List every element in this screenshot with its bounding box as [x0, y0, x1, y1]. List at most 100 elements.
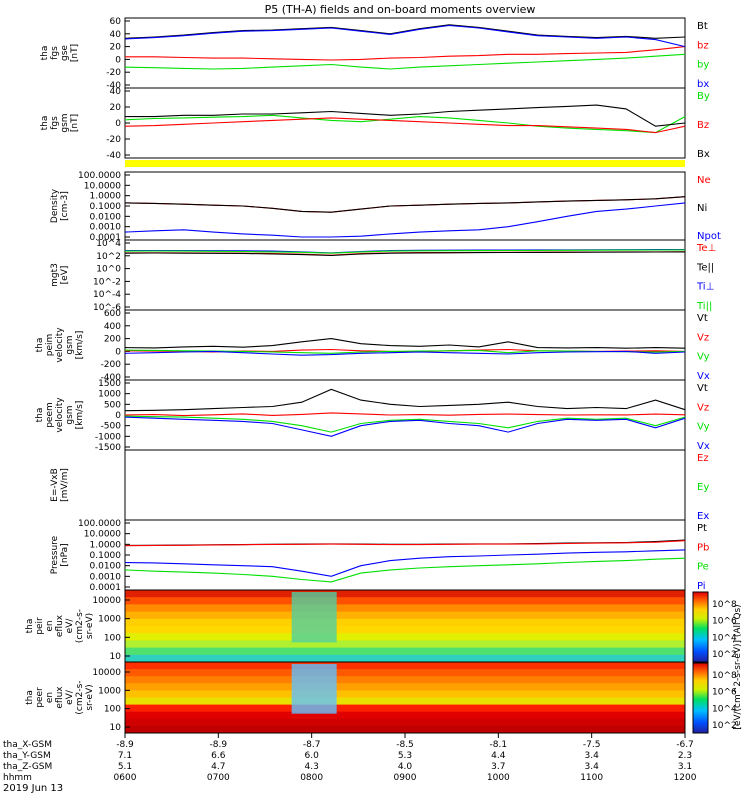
ytick-pressure: 0.0010 [90, 572, 122, 582]
ylabel-pressure-0: Pressure [50, 535, 60, 574]
legend-peim_velocity-3: Vx [697, 371, 710, 382]
ytick-pressure: 1.0000 [90, 540, 122, 550]
legend-peim_velocity-1: Vz [697, 332, 709, 343]
ylabel-efield-1: [mV/m] [60, 468, 70, 502]
series-peim_velocity-0 [124, 338, 686, 349]
legend-fgs_gse-1: bz [697, 40, 709, 51]
ytick-fgs_gsm: 0 [115, 119, 121, 129]
ylabel-peer_en_eflux-4: eV/ [65, 689, 75, 705]
spectrogram-band [125, 690, 685, 698]
legend-density-0: Ne [697, 175, 711, 186]
xtick-hhmm: 0600 [114, 773, 137, 783]
series-peem_velocity-1 [124, 412, 686, 417]
ylabel-peir_en_eflux-0: tha [25, 619, 35, 634]
colorbar-ion-label: [eV/(cm^2-s-sr-eV)] (All Qs) [733, 604, 743, 729]
xtick-hhmm: 0900 [394, 773, 417, 783]
spectrogram-patch [291, 664, 337, 714]
ylabel-fgs_gsm-1: fgs [50, 116, 60, 130]
legend-efield-2: Ex [697, 511, 709, 522]
xtick-tha_Y-GSM: 3.4 [585, 751, 600, 761]
ylabel-fgs_gse-2: gse [60, 45, 70, 61]
ytick-density: 1.0000 [90, 192, 122, 202]
panel-density: Density [cm-3] 100.000010.00001.00000.1000… [50, 171, 721, 243]
legend-peem_velocity-3: Vx [697, 441, 710, 452]
ytick-pressure: 0.0100 [90, 562, 122, 572]
ytick-mom_t3: 10^2 [96, 252, 121, 262]
ytick-mom_t3: 10^-2 [93, 277, 121, 287]
xaxis-rowname: hhmm [3, 773, 32, 783]
ytick-peim_velocity: -400 [101, 373, 122, 383]
ylabel-efield-0: E=-VxB [50, 468, 60, 502]
legend-fgs_gsm-1: Bz [697, 120, 709, 131]
colorbar-ion-tick: 10^6 [712, 617, 737, 627]
ytick-fgs_gsm: -40 [106, 151, 121, 161]
colorbar-ion-bar [692, 591, 709, 663]
series-density-1 [124, 196, 686, 213]
ytick-fgs_gsm: 20 [110, 103, 122, 113]
series-density-2 [124, 202, 686, 238]
xtick-tha_Z-GSM: 3.4 [585, 762, 600, 772]
ylabel-peim_velocity-4: [km/s] [75, 331, 85, 360]
legend-peem_velocity-1: Vz [697, 402, 709, 413]
colorbar-ion-tick: 10^4 [712, 633, 737, 643]
ylabel-mom_t3-0: mgt3 [50, 263, 60, 287]
ylabel-fgs_gsm-0: tha [40, 116, 50, 131]
spectrogram-band [125, 654, 685, 663]
xtick-hhmm: 1100 [580, 773, 603, 783]
spectrogram-band [125, 633, 685, 641]
colorbar-electron: 10^8 10^6 10^4 10^2 [692, 662, 737, 734]
figure-title: P5 (TH-A) fields and on-board moments ov… [265, 3, 536, 16]
ytick-mom_t3: 10^-4 [93, 290, 121, 300]
ytick-peem_velocity: 0 [115, 411, 121, 421]
spectrogram-band [125, 597, 685, 605]
ytick-peim_velocity: 0 [115, 347, 121, 357]
ytick-peer_en_eflux: 1000 [98, 686, 121, 696]
ylabel-peim_velocity-0: tha [35, 338, 45, 353]
xtick-tha_Y-GSM: 5.3 [398, 751, 412, 761]
panel-pressure: Pressure [nPa] 100.000010.00001.00000.1000… [50, 519, 709, 593]
legend-fgs_gse-0: Bt [697, 21, 708, 32]
ylabel-peir_en_eflux-3: eflux [55, 614, 65, 637]
series-mom_t3-3 [124, 249, 686, 254]
xaxis-rowname: tha_X-GSM [3, 740, 52, 750]
xaxis-rowname: tha_Z-GSM [3, 762, 52, 772]
legend-efield-0: Ez [697, 453, 709, 464]
ytick-peer_en_eflux: 100 [104, 705, 121, 715]
xtick-tha_Z-GSM: 3.1 [678, 762, 692, 772]
legend-pressure-3: Pi [697, 581, 706, 592]
legend-pressure-2: Pe [697, 562, 709, 573]
ytick-fgs_gse: 20 [110, 43, 122, 53]
xtick-tha_Z-GSM: 3.7 [491, 762, 505, 772]
xtick-tha_Y-GSM: 7.1 [118, 751, 132, 761]
spectrogram-band [125, 647, 685, 656]
ylabel-peer_en_eflux-3: eflux [55, 686, 65, 709]
ytick-pressure: 0.1000 [90, 551, 122, 561]
ylabel-fgs_gsm-3: [nT] [70, 114, 80, 132]
legend-peim_velocity-0: Vt [697, 313, 708, 324]
colorbar-ion-tick: 10^8 [712, 600, 737, 610]
panel-mom_t3: mgt3 [eV] 10^4 10^2 10^0 10^-2 10^-4 10^-6 Te⊥ Te… [50, 239, 716, 313]
ytick-density: 10.0000 [84, 181, 121, 191]
colorbar-ion-tick: 10^2 [712, 650, 737, 660]
spectrogram-band [125, 704, 685, 713]
xtick-tha_Y-GSM: 6.6 [211, 751, 226, 761]
series-fgs_gse-2 [124, 53, 686, 70]
ytick-peim_velocity: 600 [104, 309, 121, 319]
ylabel-peer_en_eflux-1: peer [35, 687, 45, 708]
ylabel-mom_t3-1: [eV] [60, 266, 70, 285]
panel-peer_en_eflux: tha peer en eflux eV/(cm2-s-sr-eV) 10000 1000 1… [25, 661, 686, 734]
colorbar-electron-tick: 10^2 [712, 721, 737, 731]
ylabel-peir_en_eflux-6: sr-eV) [85, 613, 95, 639]
ylabel-peir_en_eflux-1: peir [35, 617, 45, 635]
legend-fgs_gsm-0: By [697, 91, 710, 102]
panel-frame [124, 449, 686, 521]
xtick-hhmm: 0700 [207, 773, 230, 783]
xtick-tha_X-GSM: -8.5 [396, 740, 414, 750]
colorbar-ion: 10^8 10^6 10^4 10^2[eV/(cm^2-s-sr-eV)] (All… [692, 591, 743, 730]
spectrogram-band [125, 669, 685, 677]
ytick-fgs_gse: -20 [106, 68, 121, 78]
ytick-fgs_gse: 0 [115, 55, 121, 65]
ylabel-peem_velocity-3: gsm [65, 405, 75, 424]
spectrogram-band [125, 590, 685, 598]
